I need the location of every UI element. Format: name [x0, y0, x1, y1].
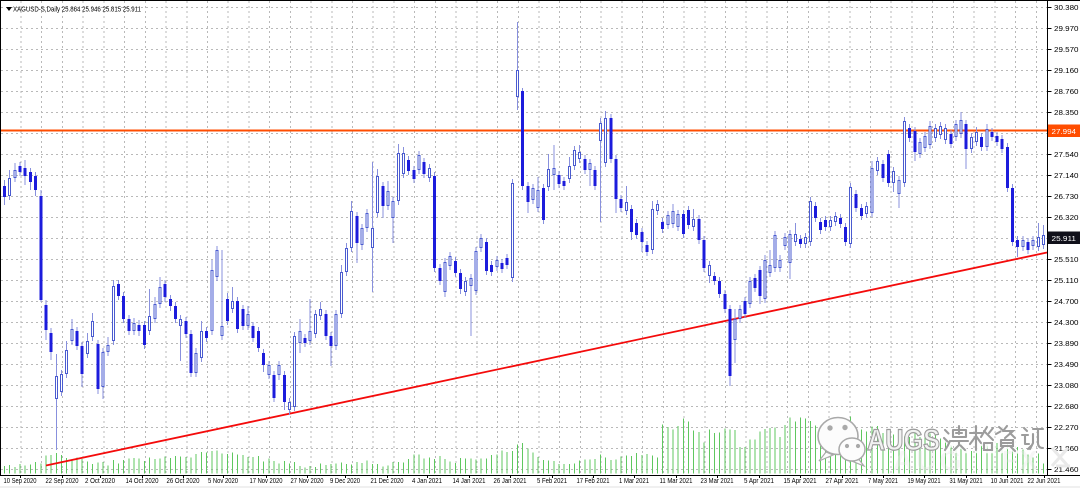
svg-text:25.510: 25.510	[1054, 255, 1079, 264]
svg-text:1 Mar 2021: 1 Mar 2021	[619, 476, 649, 485]
svg-text:10 Sep 2020: 10 Sep 2020	[4, 476, 37, 485]
svg-text:17 Nov 2020: 17 Nov 2020	[250, 476, 283, 485]
svg-text:2 Oct 2020: 2 Oct 2020	[85, 476, 115, 485]
svg-text:7 May 2021: 7 May 2021	[868, 476, 898, 485]
svg-text:AUGS: AUGS	[867, 424, 940, 457]
svg-text:26.730: 26.730	[1054, 192, 1079, 201]
svg-text:27 Apr 2021: 27 Apr 2021	[826, 476, 859, 485]
svg-text:29.160: 29.160	[1054, 66, 1079, 75]
svg-text:25.911: 25.911	[1052, 234, 1077, 243]
svg-text:17 Feb 2021: 17 Feb 2021	[577, 476, 610, 485]
svg-text:24.300: 24.300	[1054, 318, 1079, 327]
svg-text:5 Feb 2021: 5 Feb 2021	[537, 476, 567, 485]
svg-text:23.080: 23.080	[1054, 381, 1079, 390]
svg-text:14 Jan 2021: 14 Jan 2021	[453, 476, 486, 485]
svg-text:5 Nov 2020: 5 Nov 2020	[208, 476, 238, 485]
svg-text:24.700: 24.700	[1054, 297, 1079, 306]
svg-text:21 Dec 2020: 21 Dec 2020	[371, 476, 404, 485]
svg-text:22.680: 22.680	[1054, 402, 1079, 411]
svg-text:19 May 2021: 19 May 2021	[908, 476, 941, 485]
svg-text:5 Apr 2021: 5 Apr 2021	[744, 476, 774, 485]
svg-text:4 Jan 2021: 4 Jan 2021	[412, 476, 442, 485]
svg-text:28.350: 28.350	[1054, 108, 1079, 117]
svg-text:21.460: 21.460	[1054, 465, 1079, 474]
svg-text:27.540: 27.540	[1054, 150, 1079, 159]
svg-text:26 Oct 2020: 26 Oct 2020	[167, 476, 200, 485]
svg-text:10 Jun 2021: 10 Jun 2021	[991, 476, 1024, 485]
svg-text:31 May 2021: 31 May 2021	[950, 476, 983, 485]
svg-text:15 Apr 2021: 15 Apr 2021	[784, 476, 817, 485]
svg-text:9 Dec 2020: 9 Dec 2020	[330, 476, 360, 485]
svg-text:26.320: 26.320	[1054, 213, 1079, 222]
svg-text:26 Jan 2021: 26 Jan 2021	[494, 476, 527, 485]
svg-text:23.490: 23.490	[1054, 360, 1079, 369]
svg-text:29.570: 29.570	[1054, 45, 1079, 54]
svg-text:23.890: 23.890	[1054, 339, 1079, 348]
svg-text:30.380: 30.380	[1054, 3, 1079, 12]
svg-text:AUG: AUG	[893, 445, 964, 476]
svg-text:25.110: 25.110	[1054, 276, 1079, 285]
svg-text:28.760: 28.760	[1054, 87, 1079, 96]
svg-text:22 Sep 2020: 22 Sep 2020	[46, 476, 79, 485]
svg-text:27.140: 27.140	[1054, 171, 1079, 180]
svg-text:XAGUSD-S,Daily 25.864 25.946: XAGUSD-S,Daily 25.864 25.946 25.815 25.9…	[13, 5, 141, 14]
svg-text:29.970: 29.970	[1054, 24, 1079, 33]
svg-text:14 Oct 2020: 14 Oct 2020	[126, 476, 159, 485]
svg-text:11 Mar 2021: 11 Mar 2021	[660, 476, 693, 485]
svg-text:22 Jun 2021: 22 Jun 2021	[1028, 476, 1061, 485]
svg-text:27.994: 27.994	[1052, 127, 1077, 136]
svg-text:27 Nov 2020: 27 Nov 2020	[291, 476, 324, 485]
svg-text:23 Mar 2021: 23 Mar 2021	[701, 476, 734, 485]
svg-text:22.270: 22.270	[1054, 423, 1079, 432]
